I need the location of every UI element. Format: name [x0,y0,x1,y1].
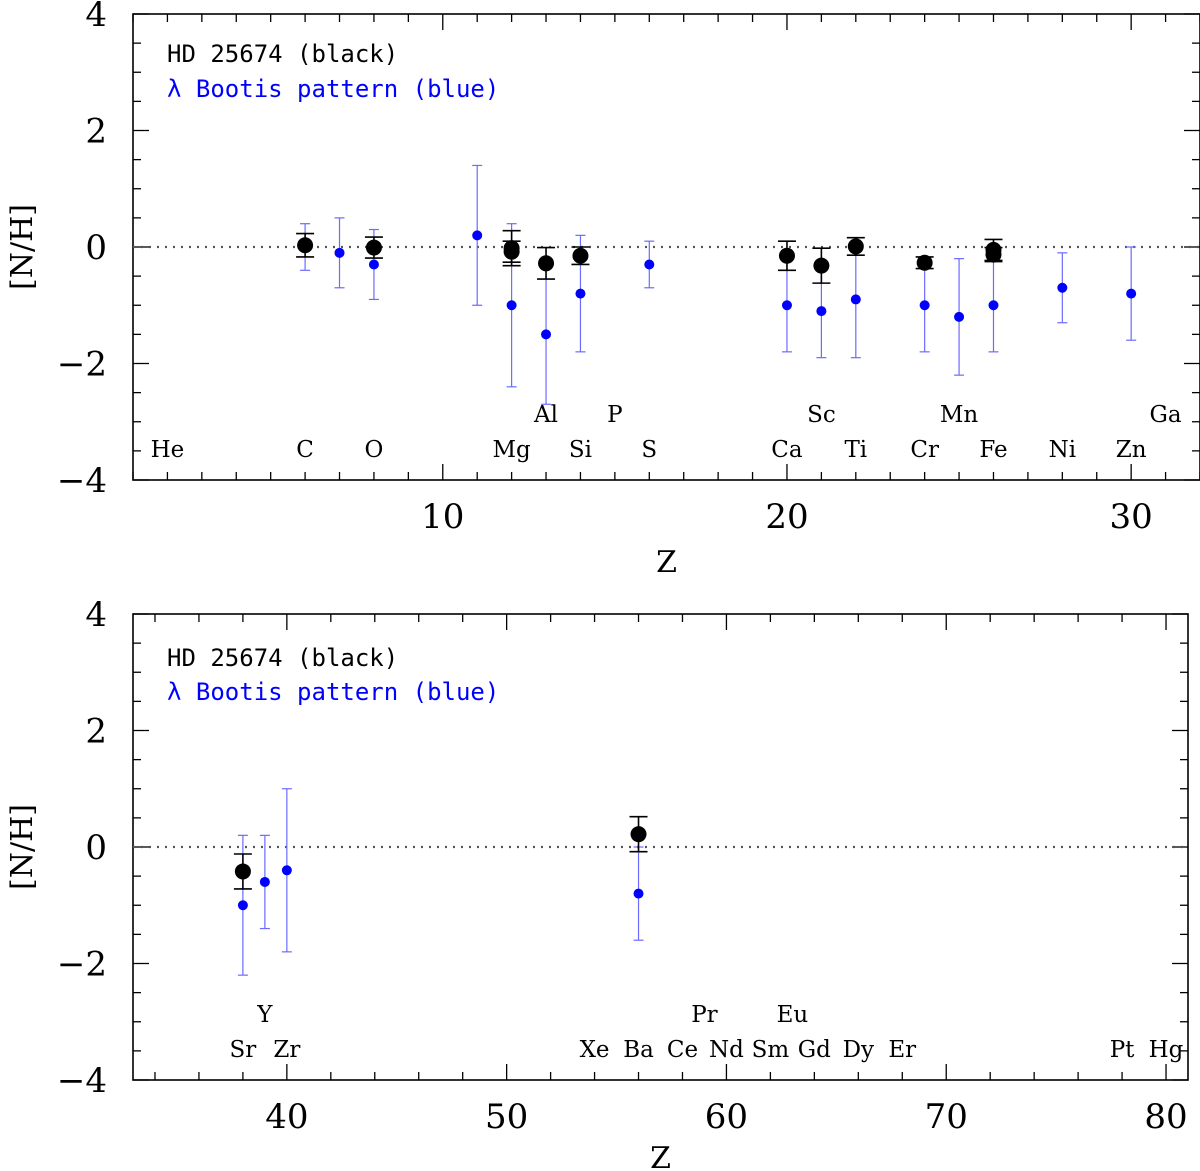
data-point-z26 [988,300,999,311]
series-hd25674 [296,229,1003,284]
element-label-xe: Xe [580,1037,610,1063]
data-point-z8 [365,239,382,256]
x-tick-label: 40 [265,1097,308,1137]
data-point-z8 [368,259,379,270]
data-point-z11 [472,230,483,241]
data-point-z20 [778,247,795,264]
data-point-z56 [633,888,644,899]
element-label-ce: Ce [667,1037,698,1063]
x-tick-label: 60 [705,1097,748,1137]
data-point-z14 [575,288,586,299]
legend-entry-blue: λ Bootis pattern (blue) [167,678,499,706]
element-label-o: O [365,437,384,463]
data-point-z26 [985,246,1002,263]
data-point-z28 [1057,282,1068,293]
data-point-z24 [916,254,933,271]
data-point-z38 [234,863,251,880]
element-label-p: P [607,402,622,428]
data-point-z13 [541,329,552,340]
series-hd25674 [233,815,648,890]
element-label-nd: Nd [709,1037,744,1063]
element-label-ca: Ca [771,437,803,463]
element-label-ni: Ni [1049,437,1076,463]
chart-panel-2: −4 −2 0 2 4 40 50 60 70 80 Z [N/H] HD 25674 (black) λ… [5,595,1189,1171]
element-label-sm: Sm [752,1037,790,1063]
data-point-z22 [850,294,861,305]
y-tick-label: −2 [57,345,107,385]
data-point-z24 [919,300,930,311]
element-label-sr: Sr [230,1037,257,1063]
element-label-al: Al [533,402,558,428]
element-label-gd: Gd [798,1037,831,1063]
y-tick-label: −2 [57,945,107,985]
data-point-z7 [334,247,345,258]
data-point-z21 [813,257,830,274]
data-point-z25 [954,311,965,322]
y-tick-label: 4 [85,0,107,35]
legend-entry-black: HD 25674 (black) [167,40,398,68]
y-tick-label: −4 [57,461,107,501]
y-tick-label: 0 [85,228,107,268]
y-tick-label: 2 [85,712,107,752]
element-label-zn: Zn [1116,437,1147,463]
element-label-dy: Dy [843,1037,874,1063]
legend-entry-black: HD 25674 (black) [167,644,398,672]
x-tick-label: 20 [765,497,808,537]
element-label-hg: Hg [1149,1037,1184,1063]
chart-panel-1: −4 −2 0 2 4 10 20 30 Z [N/H] HD 25674 (black) λ Boo… [5,0,1200,580]
y-axis-title: [N/H] [5,804,40,890]
data-point-z14 [572,247,589,264]
data-point-z22 [847,238,864,255]
data-point-z38 [237,900,248,911]
element-label-mg: Mg [492,437,531,463]
element-label-y: Y [256,1002,273,1028]
data-point-z40 [281,865,292,876]
legend-entry-blue: λ Bootis pattern (blue) [167,75,499,103]
element-label-ga: Ga [1150,402,1182,428]
x-axis-title: Z [650,1141,671,1171]
data-point-z12 [503,243,520,260]
y-axis-title: [N/H] [5,204,40,290]
element-label-cr: Cr [910,437,939,463]
element-label-pr: Pr [691,1002,717,1028]
element-label-sc: Sc [807,402,836,428]
element-label-ti: Ti [844,437,867,463]
x-tick-label: 80 [1144,1097,1187,1137]
y-tick-label: 2 [85,112,107,152]
data-point-z12 [506,300,517,311]
element-label-eu: Eu [777,1002,809,1028]
data-point-z56 [630,826,647,843]
data-point-z21 [816,306,827,317]
element-label-pt: Pt [1110,1037,1135,1063]
x-axis-title: Z [656,545,677,580]
x-tick-label: 30 [1110,497,1153,537]
element-label-s: S [641,437,657,463]
element-label-fe: Fe [979,437,1007,463]
data-point-z16 [644,259,655,270]
y-tick-label: −4 [57,1061,107,1101]
element-label-zr: Zr [273,1037,300,1063]
element-label-ba: Ba [623,1037,654,1063]
x-tick-label: 10 [421,497,464,537]
element-label-er: Er [888,1037,916,1063]
y-tick-label: 0 [85,828,107,868]
x-tick-label: 70 [925,1097,968,1137]
element-label-si: Si [569,437,592,463]
data-point-z20 [781,300,792,311]
data-point-z39 [259,876,270,887]
data-point-z30 [1126,288,1137,299]
element-label-he: He [151,437,185,463]
element-label-mn: Mn [940,402,979,428]
element-label-c: C [296,437,314,463]
x-tick-label: 50 [485,1097,528,1137]
series-lambda-bootis [300,164,1137,405]
series-lambda-bootis [237,788,644,976]
y-tick-label: 4 [85,595,107,635]
data-point-z6 [297,237,314,254]
data-point-z13 [538,255,555,272]
